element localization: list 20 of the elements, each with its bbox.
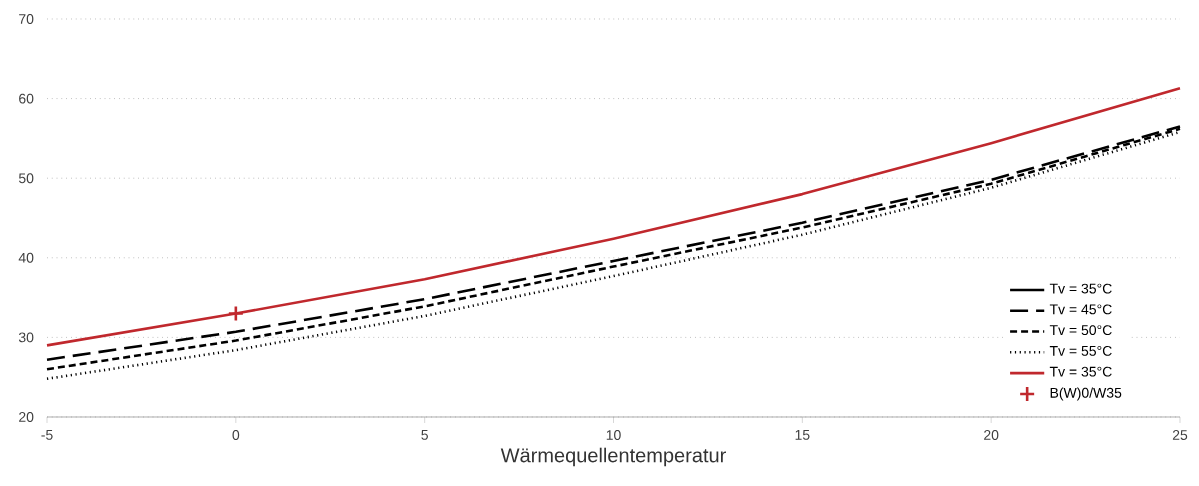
x-axis-title: Wärmequellentemperatur bbox=[500, 447, 726, 467]
legend-label: Tv = 50°C bbox=[1049, 325, 1112, 336]
legend-label: Tv = 35°C bbox=[1049, 366, 1112, 377]
legend-label: B(W)0/W35 bbox=[1050, 387, 1122, 401]
x-tick-label: 10 bbox=[606, 430, 621, 440]
x-tick-label: 15 bbox=[795, 430, 810, 440]
y-tick-label: 70 bbox=[19, 14, 34, 24]
y-tick-label: 40 bbox=[18, 252, 34, 263]
x-tick-label: 20 bbox=[984, 430, 999, 440]
x-tick-label: 5 bbox=[421, 430, 428, 440]
legend-label: Tv = 35°C bbox=[1049, 283, 1112, 294]
legend-label: Tv = 45°C bbox=[1049, 304, 1112, 315]
y-tick-label: 50 bbox=[18, 173, 34, 184]
y-tick-label: 30 bbox=[18, 332, 34, 343]
y-tick-label: 60 bbox=[19, 93, 34, 104]
x-tick-label: 0 bbox=[232, 430, 240, 440]
x-tick-label: 25 bbox=[1172, 430, 1188, 440]
x-tick-label: -5 bbox=[41, 430, 53, 440]
legend-label: Tv = 55°C bbox=[1049, 345, 1112, 356]
y-tick-label: 20 bbox=[19, 412, 34, 422]
